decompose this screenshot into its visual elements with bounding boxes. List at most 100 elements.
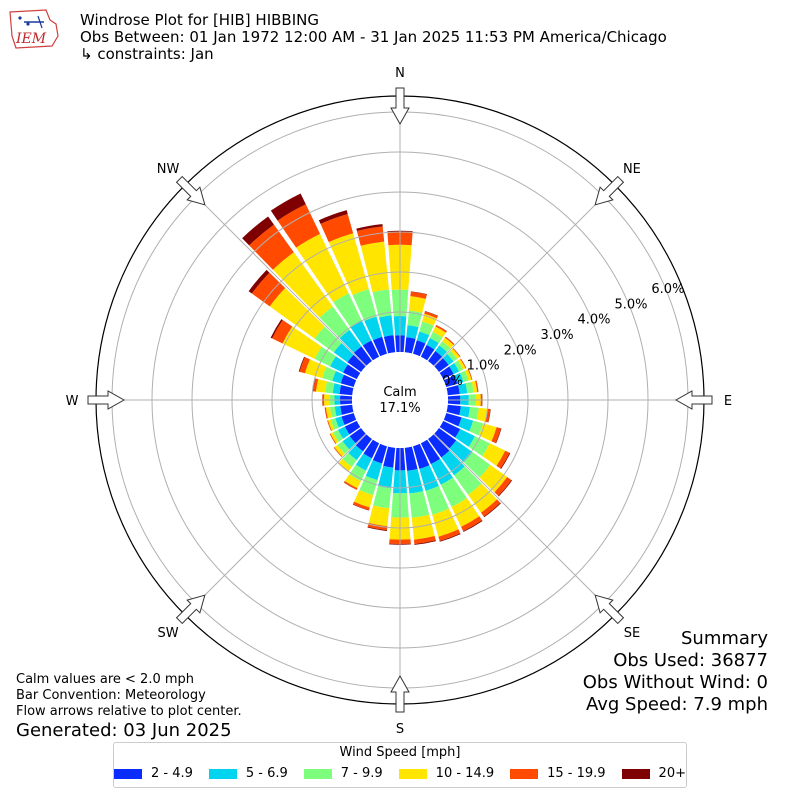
compass-label-n: N (395, 66, 405, 81)
bar-segment-200-s4 (352, 501, 370, 511)
bar-segment-330-s5 (270, 193, 306, 221)
bar-segment-140-s1 (441, 450, 465, 476)
bar-segment-10-s2 (407, 310, 423, 328)
bar-segment-80-s4 (475, 380, 479, 393)
bar-segment-220-s2 (342, 452, 357, 467)
compass-label-e: E (724, 394, 732, 409)
bar-segment-230-s2 (337, 441, 350, 454)
legend-label-2: 7 - 9.9 (340, 766, 383, 781)
flow-arrow-e (674, 390, 713, 410)
bar-segment-70-s0 (443, 375, 458, 388)
legend-swatch-3 (398, 768, 427, 779)
bar-segment-150-s1 (430, 458, 453, 485)
bar-segment-260-s3 (325, 406, 332, 419)
bar-segment-250-s0 (341, 412, 357, 426)
compass-label-nw: NW (157, 162, 180, 177)
compass-label-ne: NE (623, 162, 641, 177)
bar-segment-340-s3 (328, 233, 369, 296)
bar-segment-200-s5 (352, 504, 370, 511)
bar-segment-140-s2 (454, 466, 482, 495)
bar-segment-120-s3 (482, 443, 506, 466)
bar-segment-60-s1 (449, 363, 460, 375)
bar-segment-300-s4 (272, 319, 293, 344)
bar-segment-190-s5 (367, 526, 388, 531)
bar-segment-170-s3 (411, 514, 435, 540)
bar-segment-320-s4 (249, 224, 294, 270)
bar-segment-130-s0 (434, 428, 457, 449)
bar-segment-310-s4 (251, 272, 286, 307)
bar-segment-350-s0 (383, 335, 396, 354)
grid-spoke-225 (184, 433, 367, 616)
bar-segment-320-s0 (353, 346, 372, 366)
bar-segment-50-s2 (447, 350, 458, 362)
bar-segment-250-s1 (335, 416, 345, 428)
bar-segment-250-s2 (330, 418, 339, 430)
bar-segment-80-s3 (471, 380, 478, 393)
chart-constraints: ↳ constraints: Jan (80, 45, 214, 63)
bar-segment-10-s4 (410, 291, 427, 299)
legend-title: Wind Speed [mph] (339, 745, 461, 760)
bar-segment-190-s1 (378, 465, 394, 489)
summary-obs-used: Obs Used: 36877 (613, 650, 768, 671)
bar-segment-60-s4 (460, 358, 467, 369)
bar-segment-140-s0 (428, 434, 450, 458)
bar-segment-260-s4 (324, 407, 328, 419)
bar-segment-240-s2 (332, 429, 344, 442)
bar-segment-40-s4 (444, 336, 455, 346)
bar-segment-280-s2 (325, 381, 335, 394)
generated-date: Generated: 03 Jun 2025 (16, 720, 232, 741)
bar-segment-50-s1 (442, 353, 454, 365)
bar-segment-210-s2 (349, 464, 366, 482)
radial-tick-label-3: 3.0% (541, 328, 574, 343)
bar-segment-100-s4 (485, 408, 491, 423)
bar-segment-150-s0 (420, 439, 441, 465)
flow-arrow-ne (594, 175, 625, 206)
compass-label-w: W (66, 394, 79, 409)
bar-segment-10-s3 (408, 296, 426, 313)
bar-segment-300-s0 (343, 364, 361, 380)
bar-segment-350-s1 (378, 315, 394, 337)
bar-segment-230-s0 (349, 428, 366, 444)
bar-segment-300-s3 (282, 326, 322, 359)
bar-segment-350-s4 (356, 226, 385, 246)
bar-segment-340-s0 (373, 336, 388, 357)
bar-segment-60-s0 (439, 366, 454, 380)
bar-segment-340-s2 (352, 289, 377, 321)
bar-segment-160-s4 (438, 529, 461, 541)
bar-segment-120-s2 (468, 436, 490, 457)
bar-segment-210-s0 (363, 439, 380, 459)
bar-segment-350-s3 (360, 241, 389, 293)
radial-tick-label-2: 2.0% (504, 343, 537, 358)
radial-tick-label-4: 4.0% (577, 313, 610, 328)
bar-segment-330-s1 (350, 320, 372, 346)
bar-segment-280-s4 (313, 378, 319, 392)
bar-segment-200-s3 (354, 490, 374, 508)
bar-segment-70-s1 (454, 372, 464, 384)
bar-segment-30-s0 (420, 344, 435, 361)
bar-segment-40-s0 (428, 350, 443, 366)
summary-heading: Summary (681, 628, 768, 649)
bar-segment-80-s1 (458, 383, 468, 395)
bar-segment-80-s5 (476, 380, 479, 393)
bar-segment-230-s4 (333, 447, 343, 457)
bar-segment-290-s2 (322, 366, 336, 381)
bar-segment-320-s5 (242, 216, 274, 246)
bar-segment-130-s2 (463, 452, 491, 478)
legend-item-1: 5 - 6.9 (208, 766, 288, 781)
bar-segment-20-s5 (424, 311, 439, 317)
compass-label-s: S (396, 722, 404, 737)
bar-segment-50-s3 (450, 348, 460, 359)
bar-segment-20-s4 (424, 311, 438, 319)
bar-segment-230-s1 (342, 436, 356, 450)
calm-center (352, 352, 448, 448)
bar-segment-320-s2 (319, 306, 350, 339)
bar-segment-260-s5 (324, 407, 327, 419)
legend-item-2: 7 - 9.9 (303, 766, 383, 781)
bar-segment-110-s4 (491, 427, 501, 444)
legend: Wind Speed [mph] 2 - 4.9 5 - 6.9 7 - 9.9 10… (113, 742, 687, 788)
bar-segment-220-s0 (355, 434, 372, 452)
legend-item-4: 15 - 19.9 (510, 766, 606, 781)
bar-segment-210-s4 (343, 480, 358, 490)
bar-segment-310-s2 (314, 326, 342, 353)
